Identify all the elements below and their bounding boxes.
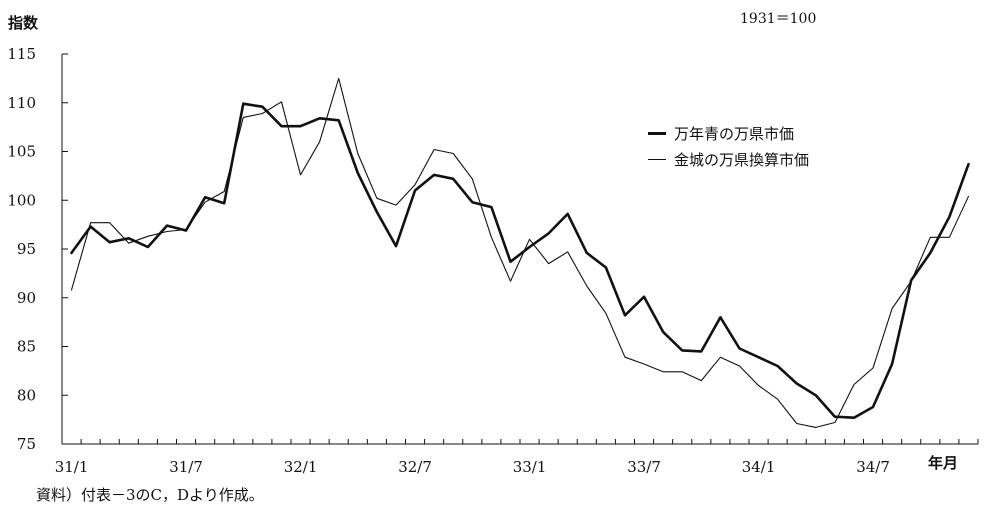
y-tick-label: 95 (17, 240, 36, 258)
y-axis-title: 指数 (8, 14, 39, 32)
y-tick-label: 85 (17, 338, 36, 356)
x-tick-label: 33/1 (513, 458, 547, 476)
legend-swatch-thick (648, 131, 666, 135)
y-tick-label: 115 (7, 45, 36, 63)
y-axis: 75 80 85 90 95 100 105 110 115 (7, 45, 68, 453)
x-tick-label: 32/7 (398, 458, 432, 476)
legend-swatch-thin (648, 158, 666, 160)
x-tick-label: 34/1 (742, 458, 776, 476)
y-tick-label: 90 (17, 289, 36, 307)
y-tick-label: 80 (17, 386, 36, 404)
x-tick-label: 31/7 (169, 458, 203, 476)
y-tick-label: 75 (17, 435, 36, 453)
legend-item-series-2: 金城の万県換算市価 (648, 146, 809, 172)
source-note: 資料）付表－3のC，Dより作成。 (36, 486, 264, 504)
x-axis-title: 年月 (928, 454, 959, 472)
x-tick-label: 33/7 (627, 458, 661, 476)
series-lines (70, 77, 970, 428)
x-tick-label: 31/1 (55, 458, 89, 476)
legend-item-series-1: 万年青の万県市価 (648, 120, 809, 146)
series-line-1 (70, 102, 970, 420)
legend: 万年青の万県市価 金城の万県換算市価 (648, 120, 809, 172)
base-year-note: 1931＝100 (740, 11, 817, 27)
x-axis: 31/1 31/7 32/1 32/7 33/1 33/7 34/1 34/7 (55, 439, 979, 476)
y-tick-label: 110 (7, 94, 36, 112)
series-line-2 (70, 77, 970, 428)
legend-label-series-1: 万年青の万県市価 (674, 124, 795, 143)
x-tick-label: 34/7 (856, 458, 890, 476)
x-tick-label: 32/1 (284, 458, 318, 476)
legend-label-series-2: 金城の万県換算市価 (674, 150, 810, 169)
y-tick-label: 100 (7, 191, 36, 209)
y-tick-label: 105 (7, 143, 36, 161)
